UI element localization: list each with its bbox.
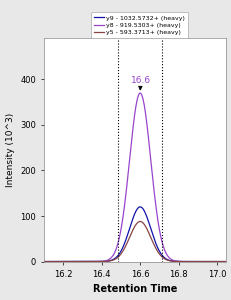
X-axis label: Retention Time: Retention Time	[93, 284, 177, 294]
Y-axis label: Intensity (10^3): Intensity (10^3)	[6, 113, 15, 187]
Title: CPTC-MYL3-1: CPTC-MYL3-1	[96, 23, 173, 36]
Text: 16.6: 16.6	[130, 76, 150, 90]
Legend: y9 - 1032.5732+ (heavy), y8 - 919.5303+ (heavy), y5 - 593.3713+ (heavy): y9 - 1032.5732+ (heavy), y8 - 919.5303+ …	[91, 12, 188, 38]
